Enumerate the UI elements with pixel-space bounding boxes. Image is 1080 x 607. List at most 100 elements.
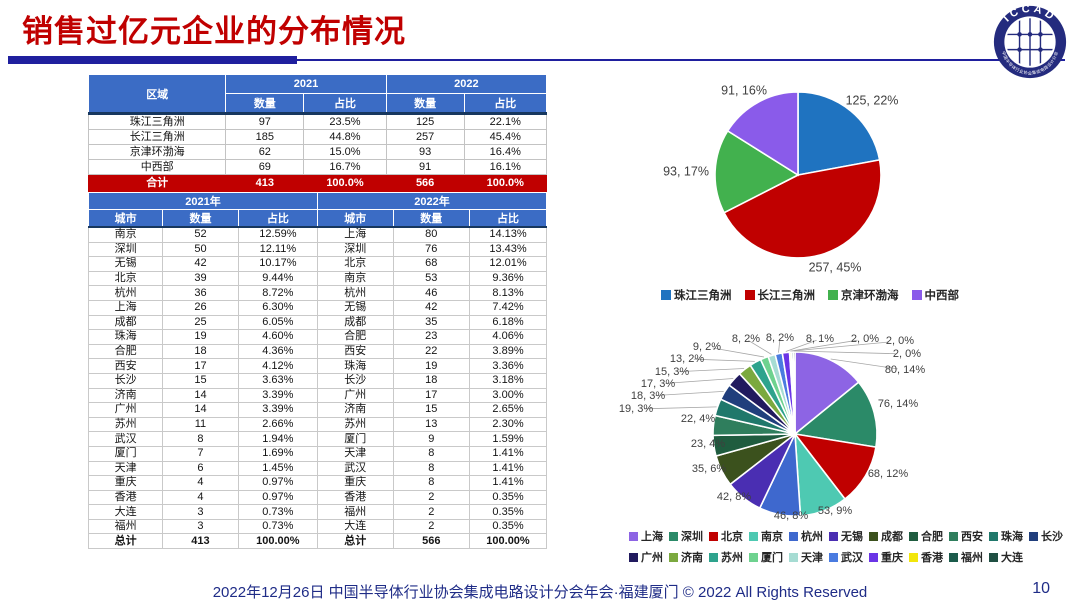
table-cell: 0.97% <box>237 475 318 491</box>
table-cell: 2.30% <box>469 416 547 433</box>
table-cell: 4 <box>162 489 239 506</box>
legend-swatch-icon <box>661 290 671 300</box>
table-cell: 80 <box>392 225 471 243</box>
table-cell: 22 <box>392 343 471 360</box>
table-cell: 9.44% <box>237 270 318 287</box>
table-cell: 100.00% <box>237 533 318 550</box>
legend-label: 重庆 <box>881 552 903 564</box>
pie-leader-line <box>712 347 765 358</box>
legend-label: 济南 <box>681 552 703 564</box>
pie-data-label: 35, 6% <box>692 463 726 475</box>
page-title: 销售过亿元企业的分布情况 <box>22 14 406 49</box>
legend-label: 长沙 <box>1041 531 1063 543</box>
title-underline-thin <box>297 59 1065 61</box>
column-header: 城市 <box>87 209 164 228</box>
table-cell: 南京 <box>87 225 164 243</box>
table-row: 无锡 42 10.17% 北京 68 12.01% <box>87 256 547 272</box>
table-cell: 8 <box>392 475 471 491</box>
pie-slice-3 <box>726 91 799 177</box>
table-row: 珠海 19 4.60% 合肥 23 4.06% <box>87 329 547 345</box>
table-cell: 长沙 <box>316 372 394 389</box>
table-row: 数量 占比 数量 占比 <box>89 93 548 114</box>
legend-swatch-icon <box>749 552 758 562</box>
table-cell: 413 <box>225 174 305 192</box>
table-cell: 上海 <box>316 225 394 243</box>
region-summary-table: 区域 2021 2022 数量 占比 数量 占比 珠江三角洲 97 23.5% 125… <box>87 74 548 192</box>
table-cell: 6.05% <box>237 314 318 331</box>
table-cell: 大连 <box>87 504 164 520</box>
pie-leader-line <box>785 339 817 352</box>
table-cell: 厦门 <box>316 431 394 447</box>
table-cell: 23.5% <box>303 112 387 130</box>
footer-text: 2022年12月26日 中国半导体行业协会集成电路设计分会年会·福建厦门 © 2… <box>212 584 868 601</box>
legend-item: 长沙 <box>1029 528 1063 544</box>
table-cell: 京津环渤海 <box>87 144 227 160</box>
table-cell: 济南 <box>87 387 164 404</box>
column-header-year: 2022 <box>385 74 548 94</box>
title-underline-thick <box>8 56 297 64</box>
table-row: 苏州 11 2.66% 苏州 13 2.30% <box>87 416 547 433</box>
legend-item: 珠海 <box>989 528 1023 544</box>
table-cell: 3.39% <box>237 387 318 404</box>
table-cell: 8.13% <box>469 285 547 301</box>
logo-circuit-dots-icon <box>1017 32 1043 52</box>
pie-slice-1 <box>722 158 882 259</box>
table-cell: 125 <box>385 112 465 130</box>
table-row: 天津 6 1.45% 武汉 8 1.41% <box>87 460 547 477</box>
pie-slice-2 <box>714 129 800 214</box>
table-cell: 无锡 <box>316 299 394 316</box>
legend-swatch-icon <box>1029 531 1038 541</box>
table-cell: 3.63% <box>237 372 318 389</box>
pie-data-label: 68, 12% <box>868 468 909 480</box>
legend-item: 长江三角洲 <box>744 287 815 303</box>
table-row: 2021年 2022年 <box>88 192 548 210</box>
table-cell: 中西部 <box>87 159 227 175</box>
legend-item: 成都 <box>869 528 903 544</box>
table-row: 大连 3 0.73% 福州 2 0.35% <box>87 504 547 520</box>
column-header: 数量 <box>225 93 305 114</box>
legend-label: 香港 <box>921 552 943 564</box>
legend-item: 上海 <box>629 528 663 544</box>
table-row: 合肥 18 4.36% 西安 22 3.89% <box>87 343 547 360</box>
column-header-year: 2021 <box>225 74 387 94</box>
table-row: 北京 39 9.44% 南京 53 9.36% <box>87 270 547 287</box>
table-cell: 8 <box>392 445 471 462</box>
column-header: 占比 <box>463 93 548 114</box>
table-cell: 深圳 <box>316 241 394 258</box>
pie-data-label: 91, 16% <box>721 83 767 97</box>
table-cell: 无锡 <box>87 256 164 272</box>
table-cell: 23 <box>392 329 471 345</box>
column-header: 数量 <box>385 93 465 114</box>
legend-swatch-icon <box>909 531 918 541</box>
table-row: 长沙 15 3.63% 长沙 18 3.18% <box>87 372 547 389</box>
table-cell: 12.11% <box>237 241 318 258</box>
city-pie-chart: 80, 14% 76, 14% 68, 12% 53, 9% 46, 8% 42, 8% 3… <box>619 330 1080 530</box>
table-cell: 42 <box>162 256 239 272</box>
legend-item: 无锡 <box>829 528 863 544</box>
pie-leader-line <box>830 358 898 370</box>
legend-label: 厦门 <box>761 552 783 564</box>
page-number: 10 <box>1032 580 1050 597</box>
table-cell: 6.30% <box>237 299 318 316</box>
table-cell: 1.41% <box>469 460 547 477</box>
pie-data-label: 22, 4% <box>681 413 715 425</box>
table-cell: 珠海 <box>87 329 164 345</box>
table-cell: 13.43% <box>469 241 547 258</box>
city-detail-table: 2021年 2022年 城市 数量 占比 城市 数量 占比 南京 52 12.59%… <box>87 192 548 550</box>
table-cell: 西安 <box>316 343 394 360</box>
table-cell: 8 <box>162 431 239 447</box>
legend-item: 杭州 <box>789 528 823 544</box>
table-cell: 25 <box>162 314 239 331</box>
table-cell: 26 <box>162 299 239 316</box>
legend-swatch-icon <box>949 552 958 562</box>
table-cell: 97 <box>225 112 305 130</box>
table-cell: 11 <box>162 416 239 433</box>
table-cell: 7.42% <box>469 299 547 316</box>
region-table-header: 区域 2021 2022 数量 占比 数量 占比 <box>87 74 548 114</box>
legend-item: 西安 <box>949 528 983 544</box>
pie-data-label: 18, 3% <box>631 390 665 402</box>
table-cell: 合肥 <box>87 343 164 360</box>
legend-item: 合肥 <box>909 528 943 544</box>
legend-item: 天津 <box>789 549 823 565</box>
table-row: 上海 26 6.30% 无锡 42 7.42% <box>87 299 547 316</box>
